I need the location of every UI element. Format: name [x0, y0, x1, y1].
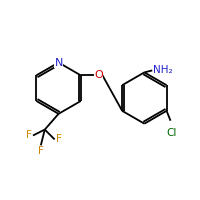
Text: F: F [26, 130, 32, 140]
Text: NH₂: NH₂ [153, 65, 173, 75]
Text: Cl: Cl [166, 128, 177, 138]
Text: F: F [56, 134, 62, 144]
Text: N: N [54, 58, 63, 68]
Text: O: O [94, 70, 103, 80]
Text: F: F [38, 146, 44, 156]
